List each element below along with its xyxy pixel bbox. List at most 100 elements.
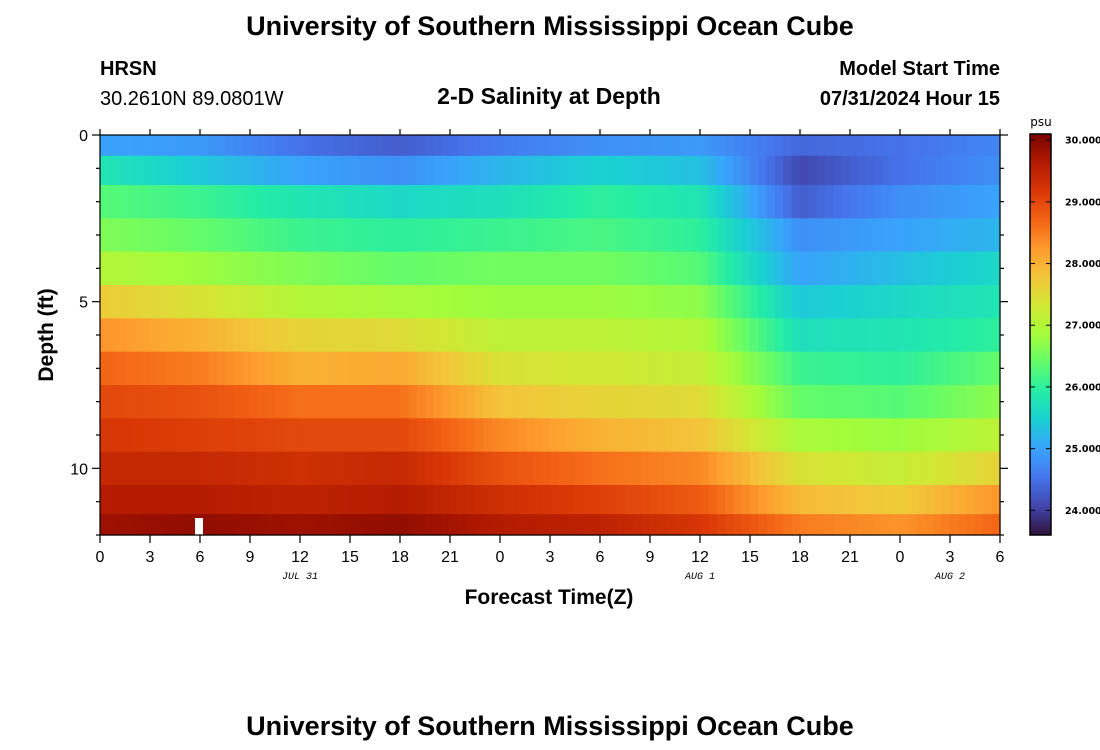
heatmap-cell xyxy=(716,451,726,486)
heatmap-cell xyxy=(975,418,984,453)
heatmap-cell xyxy=(425,251,434,286)
heatmap-cell xyxy=(508,251,518,286)
heatmap-cell xyxy=(375,251,384,286)
heatmap-cell xyxy=(341,418,351,453)
heatmap-cell xyxy=(125,218,134,253)
heatmap-cell xyxy=(983,385,993,419)
heatmap-cell xyxy=(408,251,418,286)
heatmap-cell xyxy=(641,155,651,186)
heatmap-cell xyxy=(933,418,943,453)
heatmap-cell xyxy=(983,485,993,515)
heatmap-cell xyxy=(800,385,809,419)
heatmap-cell xyxy=(891,135,901,157)
heatmap-cell xyxy=(158,514,168,536)
heatmap-cell xyxy=(450,185,459,219)
heatmap-cell xyxy=(733,351,743,386)
heatmap-cell xyxy=(575,285,584,319)
heatmap-cell xyxy=(541,485,551,515)
heatmap-cell xyxy=(716,418,726,453)
heatmap-cell xyxy=(466,285,476,319)
heatmap-cell xyxy=(200,155,209,186)
heatmap-cell xyxy=(750,451,759,486)
heatmap-cell xyxy=(891,285,901,319)
heatmap-cell xyxy=(300,135,309,157)
heatmap-cell xyxy=(225,285,234,319)
heatmap-cell xyxy=(308,318,318,353)
chart-main-title: University of Southern Mississippi Ocean… xyxy=(246,11,854,41)
heatmap-cell xyxy=(275,135,284,157)
heatmap-cell xyxy=(841,285,851,319)
heatmap-cell xyxy=(333,514,343,536)
heatmap-cell xyxy=(433,514,443,536)
heatmap-cell xyxy=(150,485,159,515)
heatmap-cell xyxy=(116,155,126,186)
footer-title: University of Southern Mississippi Ocean… xyxy=(246,711,854,741)
heatmap-cell xyxy=(850,385,859,419)
heatmap-cell xyxy=(666,418,676,453)
heatmap-cell xyxy=(241,485,251,515)
heatmap-cell xyxy=(800,251,809,286)
heatmap-cell xyxy=(241,351,251,386)
heatmap-cell xyxy=(525,155,534,186)
heatmap-cell xyxy=(816,514,826,536)
heatmap-cell xyxy=(333,451,343,486)
heatmap-cell xyxy=(441,135,451,157)
heatmap-cell xyxy=(575,514,584,536)
heatmap-cell xyxy=(383,135,393,157)
heatmap-cell xyxy=(258,418,268,453)
heatmap-cell xyxy=(875,185,884,219)
heatmap-cell xyxy=(675,135,684,157)
heatmap-cell xyxy=(408,351,418,386)
heatmap-cell xyxy=(375,485,384,515)
heatmap-cell xyxy=(658,418,668,453)
heatmap-cell xyxy=(891,514,901,536)
heatmap-cell xyxy=(383,351,393,386)
heatmap-cell xyxy=(650,451,659,486)
heatmap-cell xyxy=(166,251,176,286)
heatmap-cell xyxy=(108,285,118,319)
heatmap-cell xyxy=(675,514,684,536)
heatmap-cell xyxy=(158,485,168,515)
heatmap-cell xyxy=(766,251,776,286)
heatmap-cell xyxy=(916,251,926,286)
heatmap-cell xyxy=(950,155,959,186)
heatmap-cell xyxy=(400,351,409,386)
heatmap-cell xyxy=(158,135,168,157)
heatmap-cell xyxy=(125,485,134,515)
heatmap-cell xyxy=(591,135,601,157)
heatmap-cell xyxy=(808,185,818,219)
heatmap-cell xyxy=(850,514,859,536)
heatmap-cell xyxy=(391,451,401,486)
heatmap-cell xyxy=(208,418,218,453)
heatmap-cell xyxy=(725,251,734,286)
chart-subtitle: 2-D Salinity at Depth xyxy=(437,83,661,109)
heatmap-cell xyxy=(983,351,993,386)
heatmap-cell xyxy=(233,418,243,453)
station-name: HRSN xyxy=(100,58,157,80)
heatmap-cell xyxy=(550,318,559,353)
heatmap-cell xyxy=(283,285,293,319)
heatmap-cell xyxy=(558,155,568,186)
heatmap-cell xyxy=(408,218,418,253)
heatmap-cell xyxy=(933,251,943,286)
heatmap-cell xyxy=(266,385,276,419)
heatmap-cell xyxy=(516,318,526,353)
heatmap-cell xyxy=(808,514,818,536)
heatmap-cell xyxy=(966,318,976,353)
heatmap-cell xyxy=(150,451,159,486)
heatmap-cell xyxy=(566,155,576,186)
heatmap-cell xyxy=(466,318,476,353)
heatmap-cell xyxy=(741,385,751,419)
heatmap-cell xyxy=(208,285,218,319)
heatmap-cell xyxy=(225,385,234,419)
heatmap-cell xyxy=(408,285,418,319)
heatmap-cell xyxy=(141,485,151,515)
heatmap-cell xyxy=(550,155,559,186)
heatmap-cell xyxy=(475,418,484,453)
heatmap-cell xyxy=(625,351,634,386)
heatmap-cell xyxy=(966,218,976,253)
heatmap-cell xyxy=(733,418,743,453)
heatmap-cell xyxy=(558,514,568,536)
heatmap-cell xyxy=(800,285,809,319)
heatmap-cell xyxy=(908,318,918,353)
